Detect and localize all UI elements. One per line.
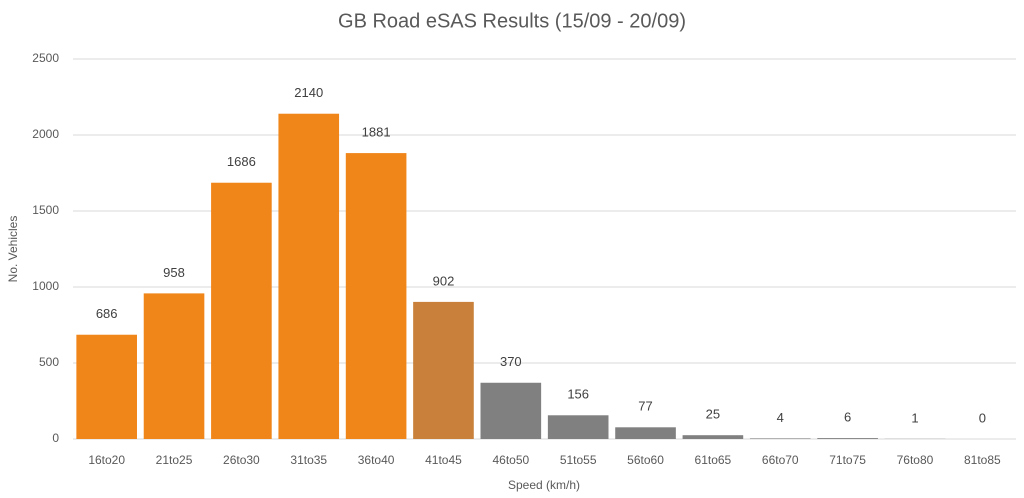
value-label: 4 [777, 410, 784, 425]
value-label: 156 [567, 387, 589, 402]
x-tick-label: 71to75 [829, 453, 866, 467]
bar [345, 153, 407, 439]
chart-title: GB Road eSAS Results (15/09 - 20/09) [338, 10, 686, 32]
x-tick-label: 41to45 [425, 453, 462, 467]
x-tick-label: 51to55 [560, 453, 597, 467]
bar [682, 435, 744, 439]
y-axis-title: No. Vehicles [6, 216, 20, 283]
value-label: 686 [96, 306, 118, 321]
value-label: 1 [911, 410, 918, 425]
value-label: 1686 [227, 154, 256, 169]
x-tick-label: 21to25 [156, 453, 193, 467]
bar [76, 334, 137, 439]
x-tick-label: 46to50 [492, 453, 529, 467]
x-tick-label: 76to80 [897, 453, 934, 467]
y-tick-label: 0 [52, 431, 59, 445]
x-tick-label: 16to20 [88, 453, 125, 467]
value-label: 958 [163, 265, 185, 280]
bar [211, 182, 272, 439]
value-label: 0 [979, 410, 986, 425]
x-tick-label: 26to30 [223, 453, 260, 467]
bar [615, 427, 676, 439]
x-tick-label: 56to60 [627, 453, 664, 467]
bar [749, 438, 811, 439]
bar [278, 113, 340, 439]
bar [817, 438, 878, 439]
x-tick-label: 81to85 [964, 453, 1001, 467]
bar [480, 382, 542, 439]
bar [547, 415, 609, 439]
y-tick-label: 2500 [32, 51, 59, 65]
value-label: 77 [638, 399, 652, 414]
x-tick-label: 61to65 [695, 453, 732, 467]
value-label: 6 [844, 410, 851, 425]
y-tick-label: 1000 [32, 279, 59, 293]
y-tick-label: 500 [39, 355, 59, 369]
value-label: 902 [433, 273, 455, 288]
value-label: 2140 [294, 85, 323, 100]
bar [413, 301, 474, 439]
x-tick-label: 36to40 [358, 453, 395, 467]
y-tick-label: 1500 [32, 203, 59, 217]
value-label: 25 [706, 407, 720, 422]
bar [143, 293, 205, 439]
x-axis-title: Speed (km/h) [508, 478, 580, 492]
x-tick-label: 31to35 [290, 453, 327, 467]
value-label: 370 [500, 354, 522, 369]
y-tick-label: 2000 [32, 127, 59, 141]
x-tick-label: 66to70 [762, 453, 799, 467]
value-label: 1881 [362, 125, 391, 140]
